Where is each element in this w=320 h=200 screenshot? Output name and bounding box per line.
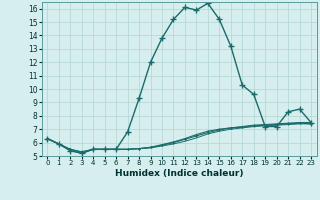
X-axis label: Humidex (Indice chaleur): Humidex (Indice chaleur) [115,169,244,178]
